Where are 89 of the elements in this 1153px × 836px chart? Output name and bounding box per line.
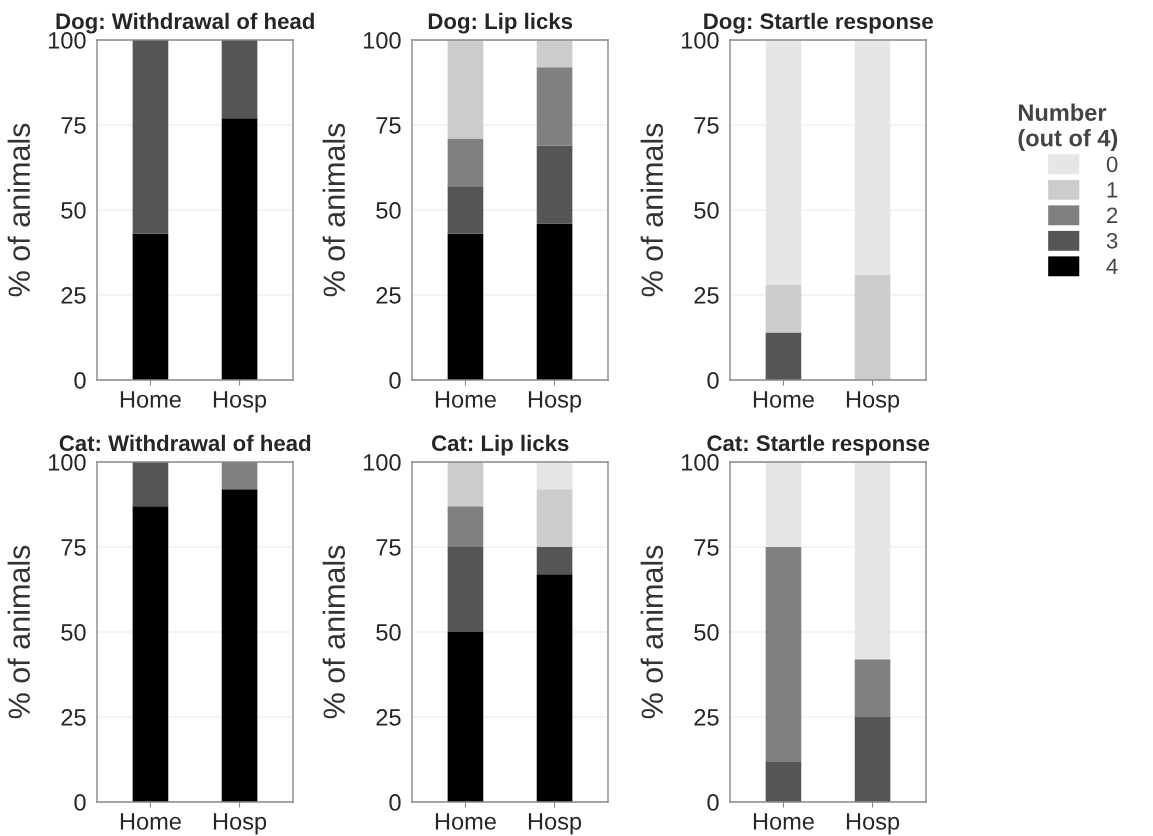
chart-title: Cat: Withdrawal of head (59, 434, 311, 452)
bar (447, 506, 484, 547)
y-tick-label: 0 (707, 794, 719, 811)
legend-label: 3 (1106, 232, 1118, 249)
bar (447, 186, 484, 234)
y-axis-title: % of animals (7, 123, 31, 297)
y-tick-label: 50 (376, 624, 401, 641)
x-tick-label: Hosp (213, 391, 267, 413)
bar (536, 547, 573, 575)
bar (447, 233, 484, 380)
bar (765, 547, 802, 762)
bar (132, 462, 169, 507)
chart-title: Dog: Withdrawal of head (56, 12, 314, 34)
bar (536, 223, 573, 380)
y-axis-title: % of animals (7, 545, 31, 719)
bar (132, 506, 169, 802)
y-tick-label: 75 (376, 117, 401, 134)
x-tick-label: Home (435, 391, 496, 408)
bar (536, 489, 573, 547)
y-tick-label: 100 (363, 454, 401, 471)
x-tick-label: Home (120, 391, 181, 408)
bar (447, 547, 484, 632)
chart-title: Dog: Startle response (704, 12, 933, 34)
x-tick-label: Hosp (846, 391, 900, 413)
bar (447, 632, 484, 802)
bar (536, 67, 573, 146)
x-tick-label: Home (120, 813, 181, 830)
y-tick-label: 0 (74, 372, 86, 389)
bar (536, 40, 573, 68)
y-tick-label: 75 (61, 117, 86, 134)
bar (765, 284, 802, 333)
bar (447, 462, 484, 507)
legend-label: 0 (1106, 156, 1118, 173)
y-tick-label: 50 (694, 202, 719, 219)
bar (765, 332, 802, 380)
y-tick-label: 0 (707, 372, 719, 389)
bar (854, 659, 891, 717)
y-tick-label: 75 (694, 117, 719, 134)
legend-label: 2 (1107, 207, 1118, 223)
y-tick-label: 25 (61, 287, 86, 304)
y-tick-label: 25 (61, 709, 86, 726)
bar (765, 761, 802, 802)
bar (447, 40, 484, 139)
bar (132, 40, 169, 234)
y-tick-label: 50 (61, 624, 86, 641)
y-tick-label: 25 (694, 709, 719, 726)
bar (854, 274, 891, 380)
y-tick-label: 75 (376, 539, 401, 556)
bar (221, 40, 258, 119)
chart-title: Dog: Lip licks (428, 12, 573, 34)
legend-label: 4 (1106, 258, 1118, 274)
chart-title: Cat: Lip licks (431, 434, 569, 456)
y-tick-label: 0 (74, 794, 86, 811)
bar (221, 118, 258, 380)
x-tick-label: Hosp (846, 813, 900, 835)
x-tick-label: Hosp (528, 813, 582, 835)
y-tick-label: 100 (681, 32, 719, 49)
y-tick-label: 25 (376, 287, 401, 304)
x-tick-label: Home (435, 813, 496, 830)
y-tick-label: 100 (363, 32, 401, 49)
y-axis-title: % of animals (640, 545, 664, 719)
y-tick-label: 50 (61, 202, 86, 219)
bar (536, 462, 573, 490)
y-tick-label: 75 (61, 539, 86, 556)
y-tick-label: 50 (694, 624, 719, 641)
y-axis-title: % of animals (322, 545, 346, 719)
y-tick-label: 25 (694, 287, 719, 304)
bar (221, 489, 258, 802)
y-tick-label: 75 (694, 539, 719, 556)
y-tick-label: 25 (376, 709, 401, 726)
y-axis-title: % of animals (640, 123, 664, 297)
x-tick-label: Home (753, 391, 814, 408)
y-tick-label: 50 (376, 202, 401, 219)
y-axis-title: % of animals (322, 123, 346, 297)
legend-title: Number (out of 4) (1018, 103, 1118, 152)
bar (536, 145, 573, 224)
x-tick-label: Home (753, 813, 814, 830)
y-tick-label: 100 (681, 454, 719, 471)
y-tick-label: 100 (48, 454, 86, 471)
bar (447, 138, 484, 187)
x-tick-label: Hosp (213, 813, 267, 835)
bar (132, 233, 169, 380)
x-tick-label: Hosp (528, 391, 582, 413)
y-tick-label: 0 (389, 794, 401, 811)
bar (854, 717, 891, 802)
legend-label: 1 (1107, 182, 1118, 198)
y-tick-label: 100 (48, 32, 86, 49)
y-tick-label: 0 (389, 372, 401, 389)
bar (536, 574, 573, 802)
